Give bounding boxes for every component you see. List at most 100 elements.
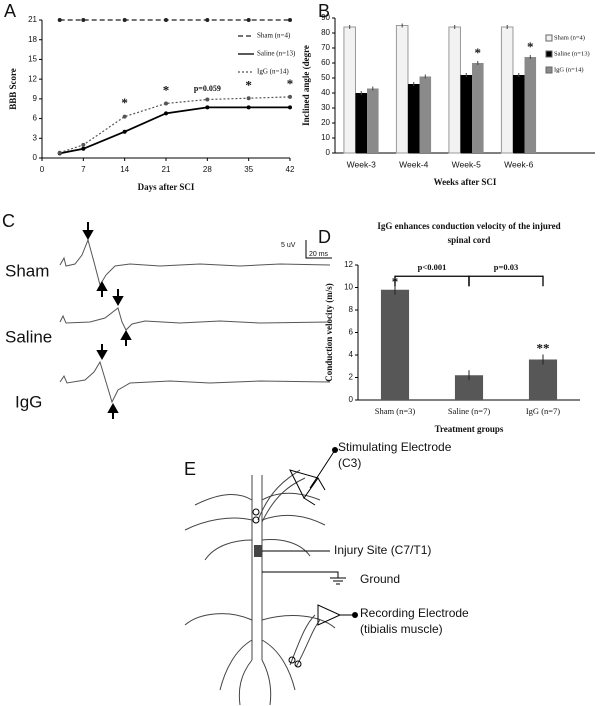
electrode-dot xyxy=(332,447,338,453)
point xyxy=(205,97,210,102)
x-tick-label: 35 xyxy=(244,165,253,174)
scale-label: 5 uV xyxy=(281,242,296,249)
bar xyxy=(448,26,461,154)
point xyxy=(288,94,292,99)
x-label: Weeks after SCI xyxy=(434,177,497,187)
point xyxy=(246,18,251,22)
legend-entry: IgG (n=14) xyxy=(257,68,289,76)
electrode-tip xyxy=(252,508,260,516)
point xyxy=(81,146,86,151)
point xyxy=(57,18,62,22)
point xyxy=(122,114,127,119)
stim-electrode xyxy=(289,449,336,506)
y-tick-label: 40 xyxy=(321,88,330,97)
bar xyxy=(367,88,379,153)
x-tick-label: Sham (n=3) xyxy=(375,406,416,416)
bar xyxy=(500,26,514,154)
y-tick-label: 8 xyxy=(349,305,354,314)
y-tick-label: 12 xyxy=(344,260,353,269)
point xyxy=(246,105,251,110)
y-tick-label: 90 xyxy=(321,13,330,22)
y-tick-label: 4 xyxy=(349,350,354,359)
leads xyxy=(262,550,346,585)
diagram-label: Ground xyxy=(360,572,400,586)
point xyxy=(205,18,210,22)
point xyxy=(164,101,168,106)
y-tick-label: 6 xyxy=(349,328,354,337)
y-tick-label: 60 xyxy=(321,58,330,67)
y-tick-label: 9 xyxy=(33,94,38,103)
electrode-tip xyxy=(294,660,302,668)
scale-bar xyxy=(305,240,332,259)
point xyxy=(122,18,127,22)
bracket-label: p=0.03 xyxy=(494,262,518,272)
annotation: * xyxy=(163,83,170,98)
y-tick-label: 3 xyxy=(33,133,38,142)
bracket xyxy=(468,275,544,287)
y-tick-label: 15 xyxy=(28,55,37,64)
panel-label: E xyxy=(184,459,196,479)
legend-entry: Saline (n=13) xyxy=(554,50,590,57)
point xyxy=(246,96,251,101)
diagram-label: Injury Site (C7/T1) xyxy=(334,543,431,557)
point xyxy=(205,105,210,110)
diagram-label: Stimulating Electrode xyxy=(338,440,452,454)
bar xyxy=(343,26,356,154)
legend-swatch xyxy=(545,66,553,74)
trace-label: Saline xyxy=(5,327,52,346)
y-tick-label: 10 xyxy=(344,283,353,292)
x-label: Days after SCI xyxy=(138,182,195,192)
y-label: Conduction velocity (m/s) xyxy=(324,283,334,382)
bar xyxy=(380,289,410,400)
point xyxy=(164,18,168,22)
annotation: * xyxy=(287,76,294,91)
diagram-label: (C3) xyxy=(338,456,361,470)
bracket xyxy=(394,275,470,287)
x-label: Treatment groups xyxy=(435,424,504,434)
y-tick-label: 70 xyxy=(321,43,330,52)
diagram-label: Recording Electrode xyxy=(360,606,469,620)
y-tick-label: 12 xyxy=(28,74,37,83)
y-tick-label: 30 xyxy=(321,103,330,112)
electrode-tip xyxy=(288,656,296,664)
chart-title: IgG enhances conduction velocity of the … xyxy=(377,221,560,245)
x-tick-label: Week-5 xyxy=(452,159,481,169)
panel-label: B xyxy=(318,1,330,21)
x-tick-label: 28 xyxy=(203,165,212,174)
bar xyxy=(524,57,537,153)
point xyxy=(164,111,168,116)
rec-electrode xyxy=(317,604,355,626)
point xyxy=(288,105,292,110)
x-tick-label: 21 xyxy=(162,165,171,174)
y-label: BBB Score xyxy=(8,68,18,110)
x-tick-label: 14 xyxy=(120,165,129,174)
panel-label: D xyxy=(318,227,331,247)
legend-swatch xyxy=(545,50,553,58)
legend-swatch xyxy=(545,34,553,42)
x-tick-label: Saline (n=7) xyxy=(448,406,490,416)
legend-entry: Sham (n=4) xyxy=(257,32,291,40)
y-tick-label: 21 xyxy=(28,15,37,24)
x-tick-label: Week-6 xyxy=(504,159,533,169)
annotation: ** xyxy=(537,340,550,355)
diagram-label: (tibialis muscle) xyxy=(360,622,443,636)
bar xyxy=(528,359,558,400)
y-label: Inclined angle (degre xyxy=(301,45,311,126)
legend-entry: IgG (n=14) xyxy=(554,66,583,73)
electrode-dot xyxy=(352,612,358,618)
line xyxy=(59,106,290,155)
bar xyxy=(355,93,368,153)
point xyxy=(122,129,127,134)
x-tick-label: 42 xyxy=(286,165,295,174)
injury-site xyxy=(254,545,262,557)
bar xyxy=(472,63,484,153)
y-tick-label: 10 xyxy=(321,133,330,142)
annotation: p=0.059 xyxy=(194,84,221,93)
y-tick-label: 0 xyxy=(326,148,331,157)
bar xyxy=(419,76,432,153)
y-tick-label: 0 xyxy=(33,153,38,162)
y-tick-label: 50 xyxy=(321,73,330,82)
panel-label: A xyxy=(4,1,16,21)
bar xyxy=(407,84,420,153)
